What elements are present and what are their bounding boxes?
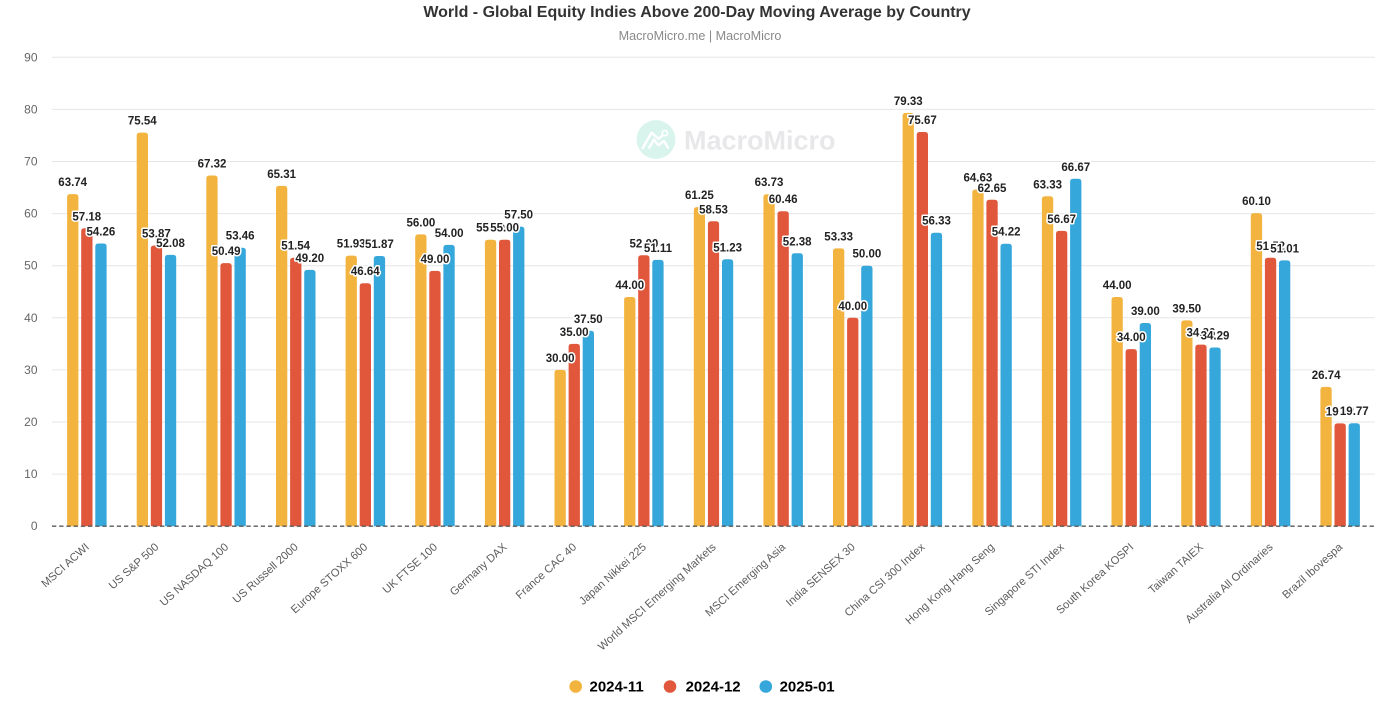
svg-text:56.67: 56.67: [1047, 214, 1076, 226]
svg-text:19.77: 19.77: [1340, 406, 1369, 418]
svg-text:MacroMicro.me | MacroMicro: MacroMicro.me | MacroMicro: [619, 29, 782, 43]
svg-text:75.67: 75.67: [908, 115, 937, 127]
svg-text:53.33: 53.33: [824, 231, 853, 243]
svg-text:56.00: 56.00: [407, 217, 436, 229]
svg-text:51.87: 51.87: [365, 239, 394, 251]
svg-text:34.86: 34.86: [1187, 328, 1216, 340]
svg-text:2024-12: 2024-12: [686, 679, 741, 696]
svg-text:44.00: 44.00: [615, 280, 644, 292]
svg-text:51.52: 51.52: [1256, 241, 1285, 253]
svg-text:51.93: 51.93: [337, 239, 366, 251]
svg-text:55.00: 55.00: [490, 223, 519, 235]
svg-text:90: 90: [24, 50, 38, 64]
svg-text:56.33: 56.33: [922, 216, 951, 228]
svg-text:20: 20: [24, 415, 38, 429]
svg-text:54.00: 54.00: [435, 228, 464, 240]
svg-text:0: 0: [31, 519, 38, 533]
svg-text:58.53: 58.53: [699, 204, 728, 216]
svg-text:53.46: 53.46: [226, 231, 255, 243]
svg-text:40: 40: [24, 311, 38, 325]
svg-text:55.00: 55.00: [476, 223, 505, 235]
svg-text:60.10: 60.10: [1242, 196, 1271, 208]
svg-text:39.50: 39.50: [1172, 303, 1201, 315]
svg-text:60.46: 60.46: [769, 194, 798, 206]
svg-text:52.08: 52.08: [156, 238, 185, 250]
svg-text:53.87: 53.87: [142, 229, 171, 241]
svg-text:51.01: 51.01: [1270, 243, 1299, 255]
svg-text:40.00: 40.00: [838, 301, 867, 313]
svg-text:2024-11: 2024-11: [590, 679, 644, 696]
svg-text:49.20: 49.20: [295, 253, 324, 265]
svg-text:70: 70: [24, 155, 38, 169]
svg-text:50.49: 50.49: [212, 246, 241, 258]
svg-text:51.54: 51.54: [281, 241, 310, 253]
svg-text:51.23: 51.23: [713, 242, 742, 254]
svg-text:79.33: 79.33: [894, 96, 923, 108]
svg-text:54.22: 54.22: [992, 227, 1021, 239]
svg-text:World - Global Equity Indies A: World - Global Equity Indies Above 200-D…: [423, 4, 970, 21]
svg-text:62.65: 62.65: [978, 183, 1007, 195]
svg-text:44.00: 44.00: [1103, 280, 1132, 292]
svg-text:2025-01: 2025-01: [780, 679, 835, 696]
svg-text:54.26: 54.26: [87, 227, 116, 239]
svg-text:39.00: 39.00: [1131, 306, 1160, 318]
svg-text:66.67: 66.67: [1061, 162, 1090, 174]
svg-text:57.50: 57.50: [504, 210, 533, 222]
svg-text:63.73: 63.73: [755, 177, 784, 189]
svg-text:63.33: 63.33: [1033, 179, 1062, 191]
svg-text:75.54: 75.54: [128, 116, 157, 128]
svg-text:50: 50: [24, 259, 38, 273]
svg-text:52.00: 52.00: [630, 238, 659, 250]
svg-text:34.29: 34.29: [1201, 331, 1230, 343]
svg-text:34.00: 34.00: [1117, 332, 1146, 344]
svg-text:50.00: 50.00: [853, 249, 882, 261]
svg-text:57.18: 57.18: [72, 211, 101, 223]
svg-text:19.73: 19.73: [1326, 406, 1355, 418]
svg-text:80: 80: [24, 102, 38, 116]
svg-text:46.64: 46.64: [351, 266, 380, 278]
svg-text:MacroMicro: MacroMicro: [684, 126, 836, 156]
svg-text:10: 10: [24, 467, 38, 481]
svg-text:30: 30: [24, 363, 38, 377]
svg-text:52.38: 52.38: [783, 236, 812, 248]
svg-text:63.74: 63.74: [58, 177, 87, 189]
svg-text:49.00: 49.00: [421, 254, 450, 266]
svg-text:35.00: 35.00: [560, 327, 589, 339]
svg-text:60: 60: [24, 207, 38, 221]
svg-text:30.00: 30.00: [546, 353, 575, 365]
svg-text:61.25: 61.25: [685, 190, 714, 202]
svg-text:26.74: 26.74: [1312, 370, 1341, 382]
svg-text:67.32: 67.32: [198, 159, 227, 171]
svg-text:65.31: 65.31: [267, 169, 296, 181]
svg-text:64.63: 64.63: [964, 173, 993, 185]
svg-text:51.11: 51.11: [644, 243, 673, 255]
svg-text:37.50: 37.50: [574, 314, 603, 326]
